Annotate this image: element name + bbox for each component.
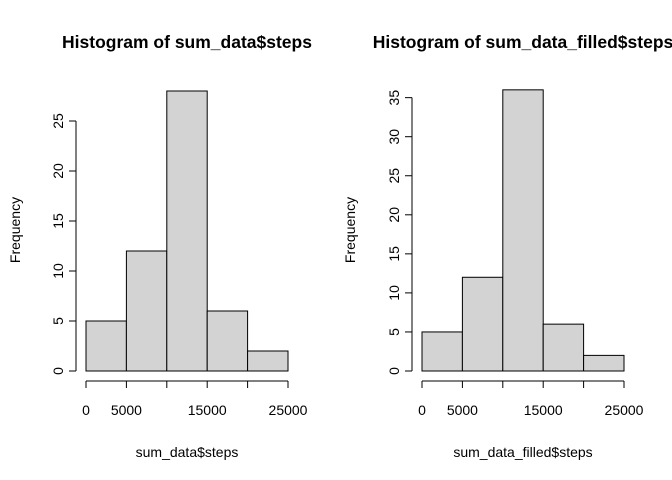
x-tick-label: 25000 (269, 402, 308, 418)
histogram-bar (206, 310, 249, 372)
x-axis-label-2: sum_data_filled$steps (453, 444, 592, 460)
y-tick-label: 25 (386, 168, 402, 184)
y-tick-label: 35 (386, 90, 402, 106)
bars-2 (421, 89, 625, 372)
x-tick-label: 0 (418, 402, 426, 418)
histogram-bar (125, 250, 168, 372)
x-axis-1: 0 5000 15000 25000 (82, 380, 308, 418)
x-tick-label: 5000 (447, 402, 478, 418)
y-tick-label: 20 (386, 207, 402, 223)
histogram-panel-1: Histogram of sum_data$steps sum_data$ste… (7, 32, 312, 460)
bars-1 (85, 90, 289, 372)
histogram-bar (247, 350, 289, 372)
histogram-bar (502, 89, 544, 372)
y-tick-label: 15 (50, 213, 66, 229)
y-axis-1: 0 5 10 15 20 25 (50, 113, 77, 375)
x-axis-2: 0 5000 15000 25000 (418, 380, 644, 418)
y-tick-label: 5 (50, 317, 66, 325)
y-axis-2: 0 5 10 15 20 25 30 35 (386, 90, 413, 375)
y-tick-label: 5 (386, 328, 402, 336)
histogram-bar (166, 90, 208, 372)
x-tick-label: 15000 (524, 402, 563, 418)
y-tick-label: 20 (50, 163, 66, 179)
histogram-bar (85, 320, 127, 372)
x-axis-label-1: sum_data$steps (136, 444, 239, 460)
x-tick-label: 15000 (188, 402, 227, 418)
x-tick-label: 25000 (605, 402, 644, 418)
histogram-panel-2: Histogram of sum_data_filled$steps sum_d… (342, 32, 672, 460)
y-tick-label: 0 (50, 367, 66, 375)
histogram-bar (583, 354, 625, 372)
y-tick-label: 0 (386, 367, 402, 375)
x-tick-label: 5000 (111, 402, 142, 418)
x-tick-label: 0 (82, 402, 90, 418)
y-tick-label: 30 (386, 129, 402, 145)
y-tick-label: 10 (50, 263, 66, 279)
y-tick-label: 25 (50, 113, 66, 129)
y-axis-label-1: Frequency (7, 197, 23, 263)
chart-title-1: Histogram of sum_data$steps (62, 32, 312, 52)
histogram-bar (542, 323, 585, 372)
y-tick-label: 15 (386, 246, 402, 262)
chart-title-2: Histogram of sum_data_filled$steps (373, 32, 672, 52)
histogram-bar (461, 276, 504, 372)
y-tick-label: 10 (386, 285, 402, 301)
histogram-bar (421, 331, 463, 372)
y-axis-label-2: Frequency (342, 197, 358, 263)
